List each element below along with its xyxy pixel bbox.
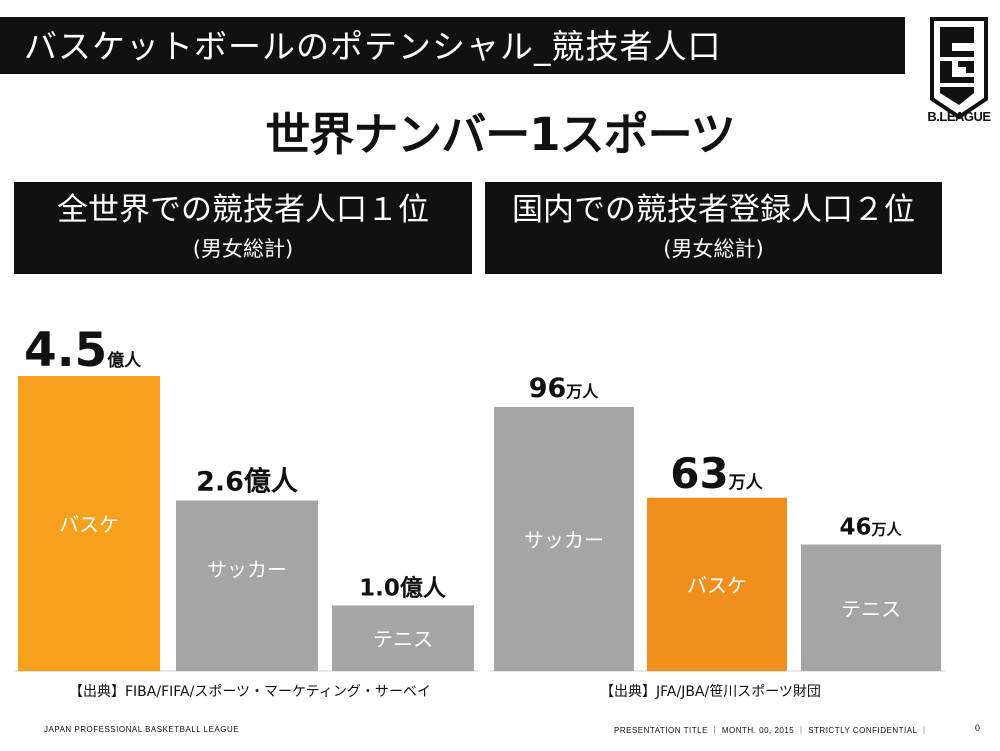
category-label: サッカー xyxy=(207,558,287,582)
panel-header-world: 全世界での競技者人口１位 (男女総計) xyxy=(14,182,472,274)
slide-title: バスケットボールのポテンシャル_競技者人口 xyxy=(24,27,722,66)
bar xyxy=(332,605,474,671)
b-league-logo-icon xyxy=(930,17,988,120)
bar xyxy=(494,407,634,671)
value-label: 4.5億人 xyxy=(24,323,142,378)
page-number: 0 xyxy=(975,723,981,733)
bar xyxy=(18,376,160,671)
headline: 世界ナンバー1スポーツ xyxy=(265,108,735,161)
bar xyxy=(801,544,941,671)
panel-header-domestic: 国内での競技者登録人口２位 (男女総計) xyxy=(485,182,942,274)
panel-heading: 全世界での競技者人口１位 xyxy=(57,192,429,228)
category-label: テニス xyxy=(373,627,433,651)
title-bar xyxy=(0,17,905,74)
value-label: 2.6億人 xyxy=(196,467,298,498)
logo-text: B.LEAGUE xyxy=(927,109,991,124)
value-label: 96万人 xyxy=(529,373,600,404)
panel-subheading: (男女総計) xyxy=(192,237,294,261)
value-label: 46万人 xyxy=(839,515,902,541)
footer-left: JAPAN PROFESSIONAL BASKETBALL LEAGUE xyxy=(44,725,240,734)
panel-heading: 国内での競技者登録人口２位 xyxy=(512,192,915,228)
source-note-world: 【出典】FIBA/FIFA/スポーツ・マーケティング・サーベイ xyxy=(69,684,431,700)
footer-right: PRESENTATION TITLE ｜ MONTH. 00, 2015 ｜ S… xyxy=(614,726,929,735)
bar xyxy=(176,500,318,671)
category-label: テニス xyxy=(841,597,901,621)
value-label: 1.0億人 xyxy=(359,574,447,601)
category-label: バスケ xyxy=(59,513,119,537)
category-label: サッカー xyxy=(524,528,604,552)
panel-subheading: (男女総計) xyxy=(663,237,764,261)
category-label: バスケ xyxy=(687,573,747,597)
value-label: 63万人 xyxy=(670,449,763,498)
bar xyxy=(647,497,787,671)
source-note-domestic: 【出典】JFA/JBA/笹川スポーツ財団 xyxy=(600,684,821,700)
